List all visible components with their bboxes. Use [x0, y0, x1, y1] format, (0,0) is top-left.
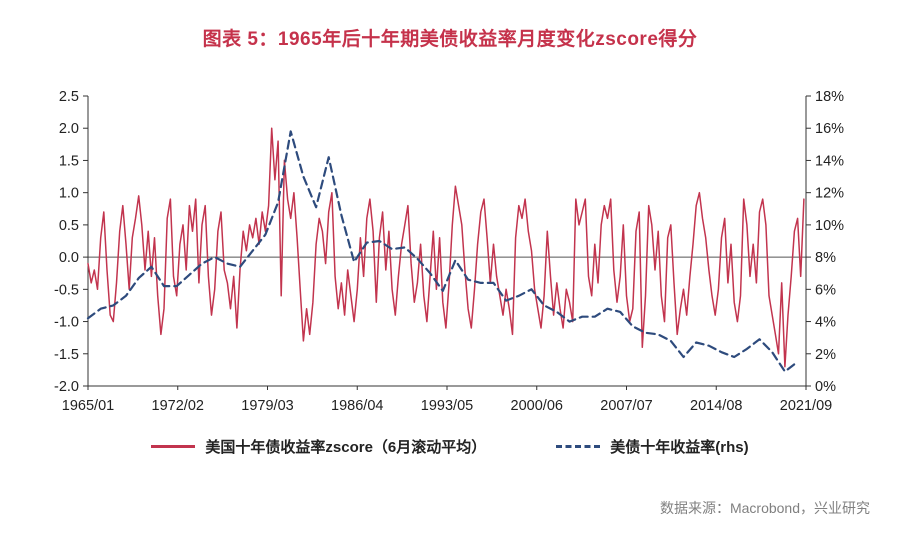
left-tick-label: 0.0 — [59, 250, 79, 266]
right-tick-label: 18% — [815, 89, 844, 105]
x-tick-label: 1979/03 — [241, 398, 293, 414]
x-tick-label: 1965/01 — [62, 398, 114, 414]
left-tick-label: -0.5 — [54, 282, 79, 298]
left-tick-label: -1.0 — [54, 315, 79, 331]
right-tick-label: 12% — [815, 186, 844, 202]
chart-area: 2.5 2.0 1.5 1.0 0.5 0.0 -0.5 -1.0 -1.5 -2.0 18% 16%… — [0, 66, 900, 426]
left-tick-label: 2.5 — [59, 89, 79, 105]
left-tick-label: 1.5 — [59, 153, 79, 169]
x-tick-label: 1972/02 — [152, 398, 204, 414]
legend-label-yield: 美债十年收益率(rhs) — [610, 439, 749, 456]
right-tick-label: 14% — [815, 153, 844, 169]
x-tick-label: 2021/09 — [780, 398, 832, 414]
left-tick-label: 0.5 — [59, 218, 79, 234]
page-title: 图表 5：1965年后十年期美债收益率月度变化zscore得分 — [202, 29, 698, 50]
zscore-line-swatch — [151, 445, 196, 448]
legend-item-yield: 美债十年收益率(rhs) — [556, 436, 749, 457]
x-tick-label: 2000/06 — [511, 398, 563, 414]
right-tick-label: 6% — [815, 282, 836, 298]
right-tick-label: 4% — [815, 315, 836, 331]
right-tick-label: 8% — [815, 250, 836, 266]
left-tick-label: -1.5 — [54, 347, 79, 363]
left-tick-label: 2.0 — [59, 121, 79, 137]
right-tick-label: 10% — [815, 218, 844, 234]
legend-label-zscore: 美国十年债收益率zscore（6月滚动平均） — [205, 439, 487, 456]
yield-series-line — [86, 130, 799, 373]
zscore-series-line — [87, 127, 805, 368]
legend-item-zscore: 美国十年债收益率zscore（6月滚动平均） — [151, 436, 486, 457]
source-note: 数据来源：Macrobond，兴业研究 — [659, 500, 870, 516]
x-tick-label: 1993/05 — [421, 398, 473, 414]
right-tick-label: 2% — [815, 347, 836, 363]
x-tick-label: 1986/04 — [331, 398, 383, 414]
left-tick-label: -2.0 — [54, 379, 79, 395]
left-tick-label: 1.0 — [59, 186, 79, 202]
yield-line-swatch — [556, 445, 601, 448]
right-tick-label: 16% — [815, 121, 844, 137]
x-tick-label: 2007/07 — [600, 398, 652, 414]
chart-legend: 美国十年债收益率zscore（6月滚动平均） 美债十年收益率(rhs) — [0, 436, 900, 457]
right-tick-label: 0% — [815, 379, 836, 395]
x-tick-label: 2014/08 — [690, 398, 742, 414]
chart-canvas: 2.5 2.0 1.5 1.0 0.5 0.0 -0.5 -1.0 -1.5 -2.0 18% 16%… — [54, 89, 844, 414]
